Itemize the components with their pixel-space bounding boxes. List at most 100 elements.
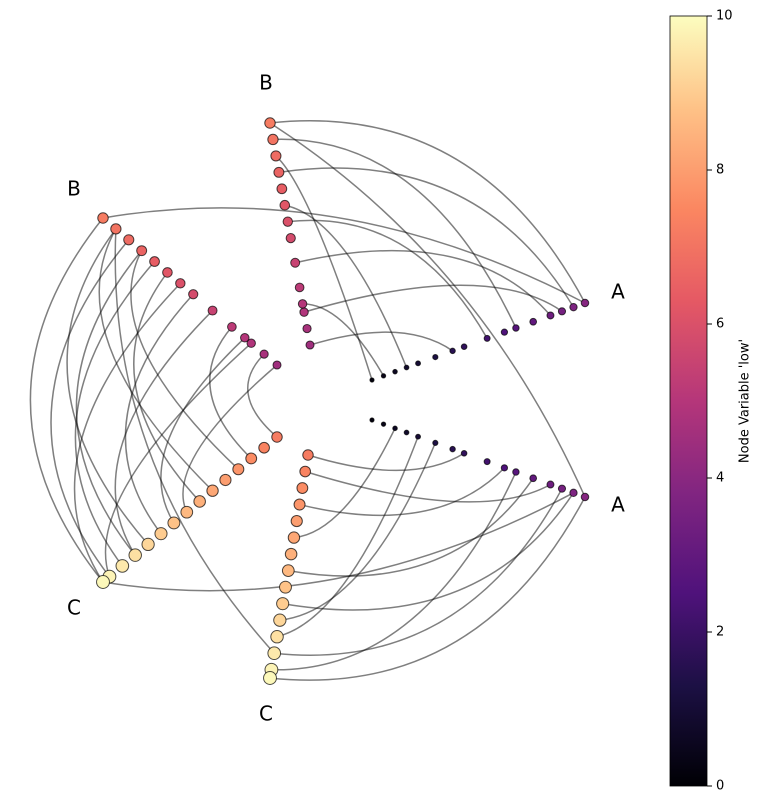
node <box>206 484 219 497</box>
edge <box>278 167 575 308</box>
node <box>96 575 110 589</box>
node <box>500 328 509 336</box>
edge <box>287 219 488 339</box>
node <box>271 431 283 443</box>
edge <box>247 353 278 438</box>
edge <box>114 228 275 654</box>
node <box>557 307 567 316</box>
node <box>263 671 277 685</box>
node <box>219 473 232 487</box>
colorbar-label: Node Variable 'low' <box>738 339 753 463</box>
node <box>276 183 288 195</box>
node <box>297 299 308 309</box>
axis-label: B <box>259 71 273 95</box>
node <box>380 373 387 379</box>
node <box>569 302 578 312</box>
node <box>264 117 276 129</box>
axis-label: B <box>67 177 81 201</box>
axis-label: C <box>67 596 81 620</box>
node <box>180 505 194 519</box>
edge <box>114 310 214 556</box>
edge <box>102 207 586 304</box>
colorbar-tick-label: 2 <box>716 625 724 640</box>
node <box>290 514 303 528</box>
node <box>287 531 301 544</box>
node <box>529 474 538 483</box>
edge <box>307 452 465 472</box>
edge <box>309 331 454 352</box>
node <box>369 377 375 383</box>
node <box>149 256 160 267</box>
node <box>299 307 309 317</box>
edge <box>269 496 586 681</box>
node <box>284 547 298 561</box>
node <box>188 289 199 300</box>
node <box>193 495 206 508</box>
edge <box>272 138 517 329</box>
node <box>546 480 555 489</box>
node <box>167 516 181 530</box>
edge <box>299 467 505 517</box>
node <box>162 267 173 278</box>
edge <box>269 122 586 498</box>
node <box>299 465 312 478</box>
node <box>403 429 410 436</box>
colorbar-tick-label: 4 <box>716 471 724 486</box>
node <box>580 298 590 308</box>
node <box>267 133 279 146</box>
node <box>245 452 258 465</box>
node <box>302 323 312 334</box>
node <box>273 166 285 178</box>
edge <box>66 228 149 545</box>
edge <box>50 239 130 578</box>
node <box>432 354 439 361</box>
node <box>136 245 148 257</box>
node <box>580 492 590 502</box>
node <box>270 629 284 644</box>
node <box>449 347 456 355</box>
node <box>270 150 282 162</box>
node <box>293 498 306 511</box>
edge <box>75 250 143 556</box>
node <box>305 340 315 350</box>
node <box>232 463 245 476</box>
edge <box>288 477 534 577</box>
edge <box>160 337 246 524</box>
node <box>296 482 309 494</box>
node <box>141 537 155 552</box>
colorbar-tick-label: 8 <box>716 163 724 178</box>
node <box>115 559 130 573</box>
node <box>392 425 398 432</box>
edge <box>102 492 574 592</box>
node <box>512 324 520 332</box>
edges <box>29 120 586 681</box>
edge <box>29 217 104 583</box>
edge <box>284 204 408 368</box>
node <box>227 322 237 332</box>
node <box>282 216 293 227</box>
node <box>392 368 398 375</box>
edge <box>295 249 552 316</box>
node <box>432 439 439 446</box>
node <box>97 212 109 224</box>
edge <box>269 120 586 304</box>
node <box>512 468 520 476</box>
node <box>123 234 135 246</box>
node <box>415 433 422 440</box>
edge <box>124 293 194 535</box>
node <box>483 458 491 466</box>
node <box>207 305 218 316</box>
node <box>290 257 301 268</box>
node <box>557 484 567 493</box>
node <box>285 233 296 244</box>
node <box>259 349 269 359</box>
nodes <box>96 117 590 685</box>
node <box>460 449 468 457</box>
node <box>529 317 538 326</box>
edge <box>271 471 517 671</box>
node <box>276 597 290 611</box>
node <box>281 564 295 577</box>
colorbar-tick-label: 6 <box>716 317 724 332</box>
edge <box>182 364 278 513</box>
